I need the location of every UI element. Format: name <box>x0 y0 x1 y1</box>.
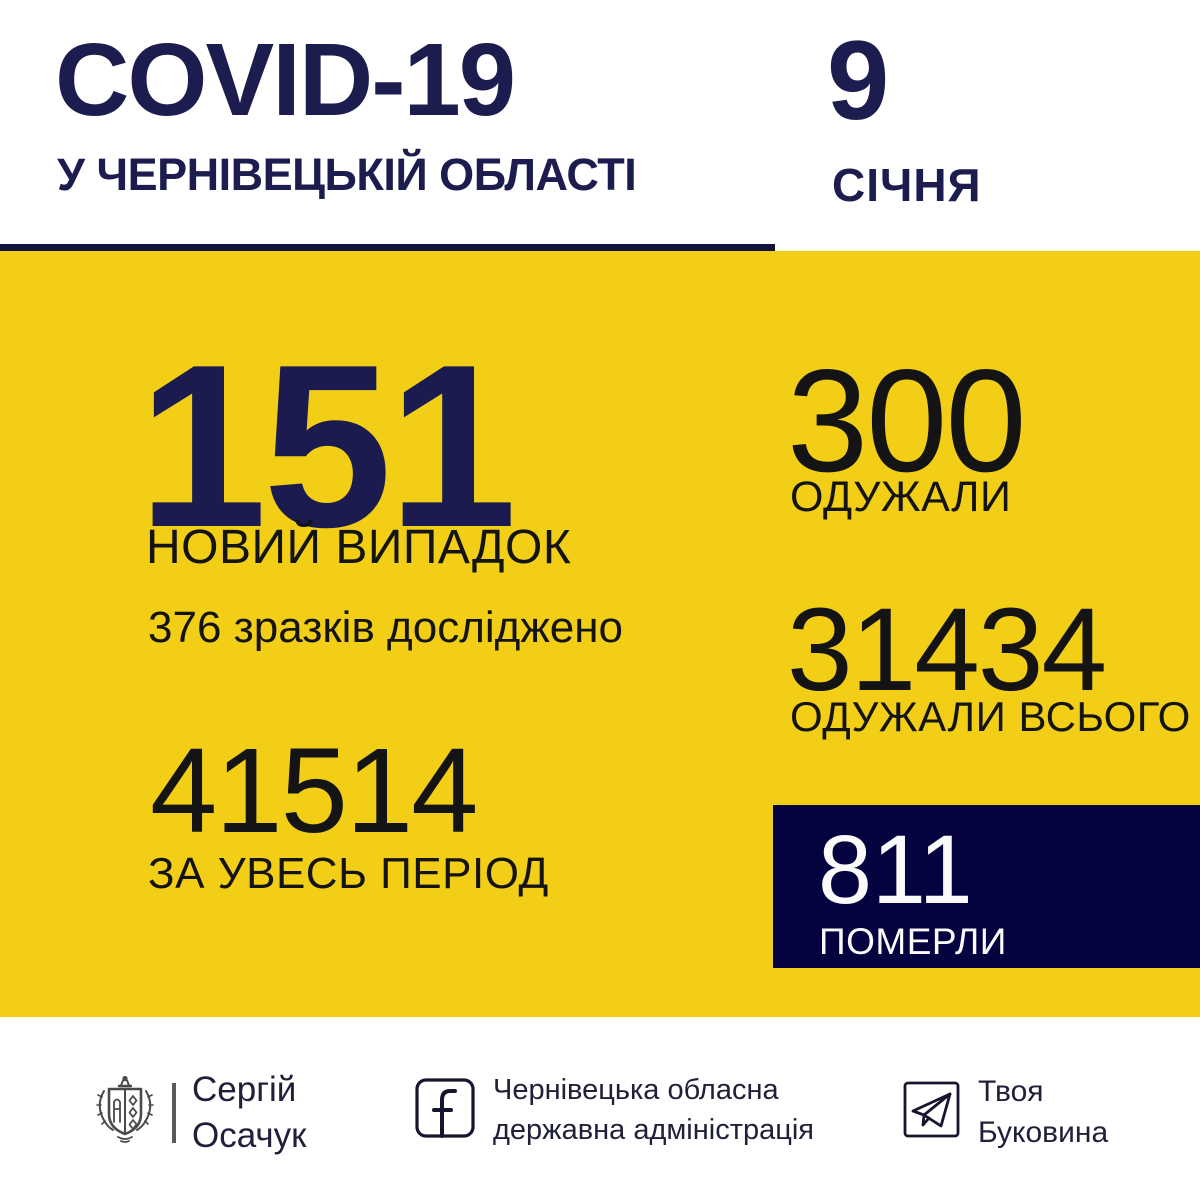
header: COVID-19 У ЧЕРНІВЕЦЬКІЙ ОБЛАСТІ 9 СІЧНЯ <box>0 0 1200 251</box>
recovered-day-label: ОДУЖАЛИ <box>790 473 1012 521</box>
recovered-total-label: ОДУЖАЛИ ВСЬОГО <box>790 693 1191 740</box>
new-cases-value: 151 <box>138 317 517 576</box>
footer-divider <box>172 1082 176 1143</box>
telegram-icon <box>903 1081 960 1143</box>
deaths-label: ПОМЕРЛИ <box>819 921 1007 962</box>
region-subtitle: У ЧЕРНІВЕЦЬКІЙ ОБЛАСТІ <box>57 149 637 200</box>
telegram-label: Твоя Буковина <box>978 1071 1108 1154</box>
governor-name: Сергій Осачук <box>192 1067 306 1158</box>
governor-name-line1: Сергій <box>192 1070 297 1109</box>
header-divider <box>0 244 775 251</box>
new-cases-label: НОВИЙ ВИПАДОК <box>146 521 572 574</box>
footer: Сергій Осачук Чернівецька обласна держав… <box>0 1017 1200 1200</box>
telegram-block: Твоя Буковина <box>903 1071 1108 1154</box>
page-title: COVID-19 <box>55 22 516 137</box>
facebook-label-line2: державна адміністрація <box>493 1114 814 1147</box>
total-cases-label: ЗА УВЕСЬ ПЕРІОД <box>148 849 549 898</box>
samples-tested-label: 376 зразків досліджено <box>148 603 623 652</box>
deaths-box: 811 ПОМЕРЛИ <box>773 805 1200 968</box>
deaths-value: 811 <box>818 815 973 924</box>
recovered-day-value: 300 <box>787 339 1027 502</box>
facebook-icon <box>415 1077 475 1143</box>
coat-of-arms-icon <box>92 1075 158 1150</box>
date-day: 9 <box>827 18 890 143</box>
telegram-label-line2: Буковина <box>978 1116 1109 1150</box>
governor-name-line2: Осачук <box>192 1115 307 1155</box>
facebook-block: Чернівецька обласна державна адміністрац… <box>415 1070 814 1150</box>
date-month: СІЧНЯ <box>832 159 982 211</box>
facebook-label-line1: Чернівецька обласна <box>493 1074 779 1106</box>
governor-block: Сергій Осачук <box>92 1067 306 1158</box>
recovered-total-value: 31434 <box>787 584 1107 716</box>
total-cases-value: 41514 <box>150 722 478 858</box>
facebook-label: Чернівецька обласна державна адміністрац… <box>493 1070 814 1150</box>
telegram-label-line1: Твоя <box>978 1075 1044 1108</box>
